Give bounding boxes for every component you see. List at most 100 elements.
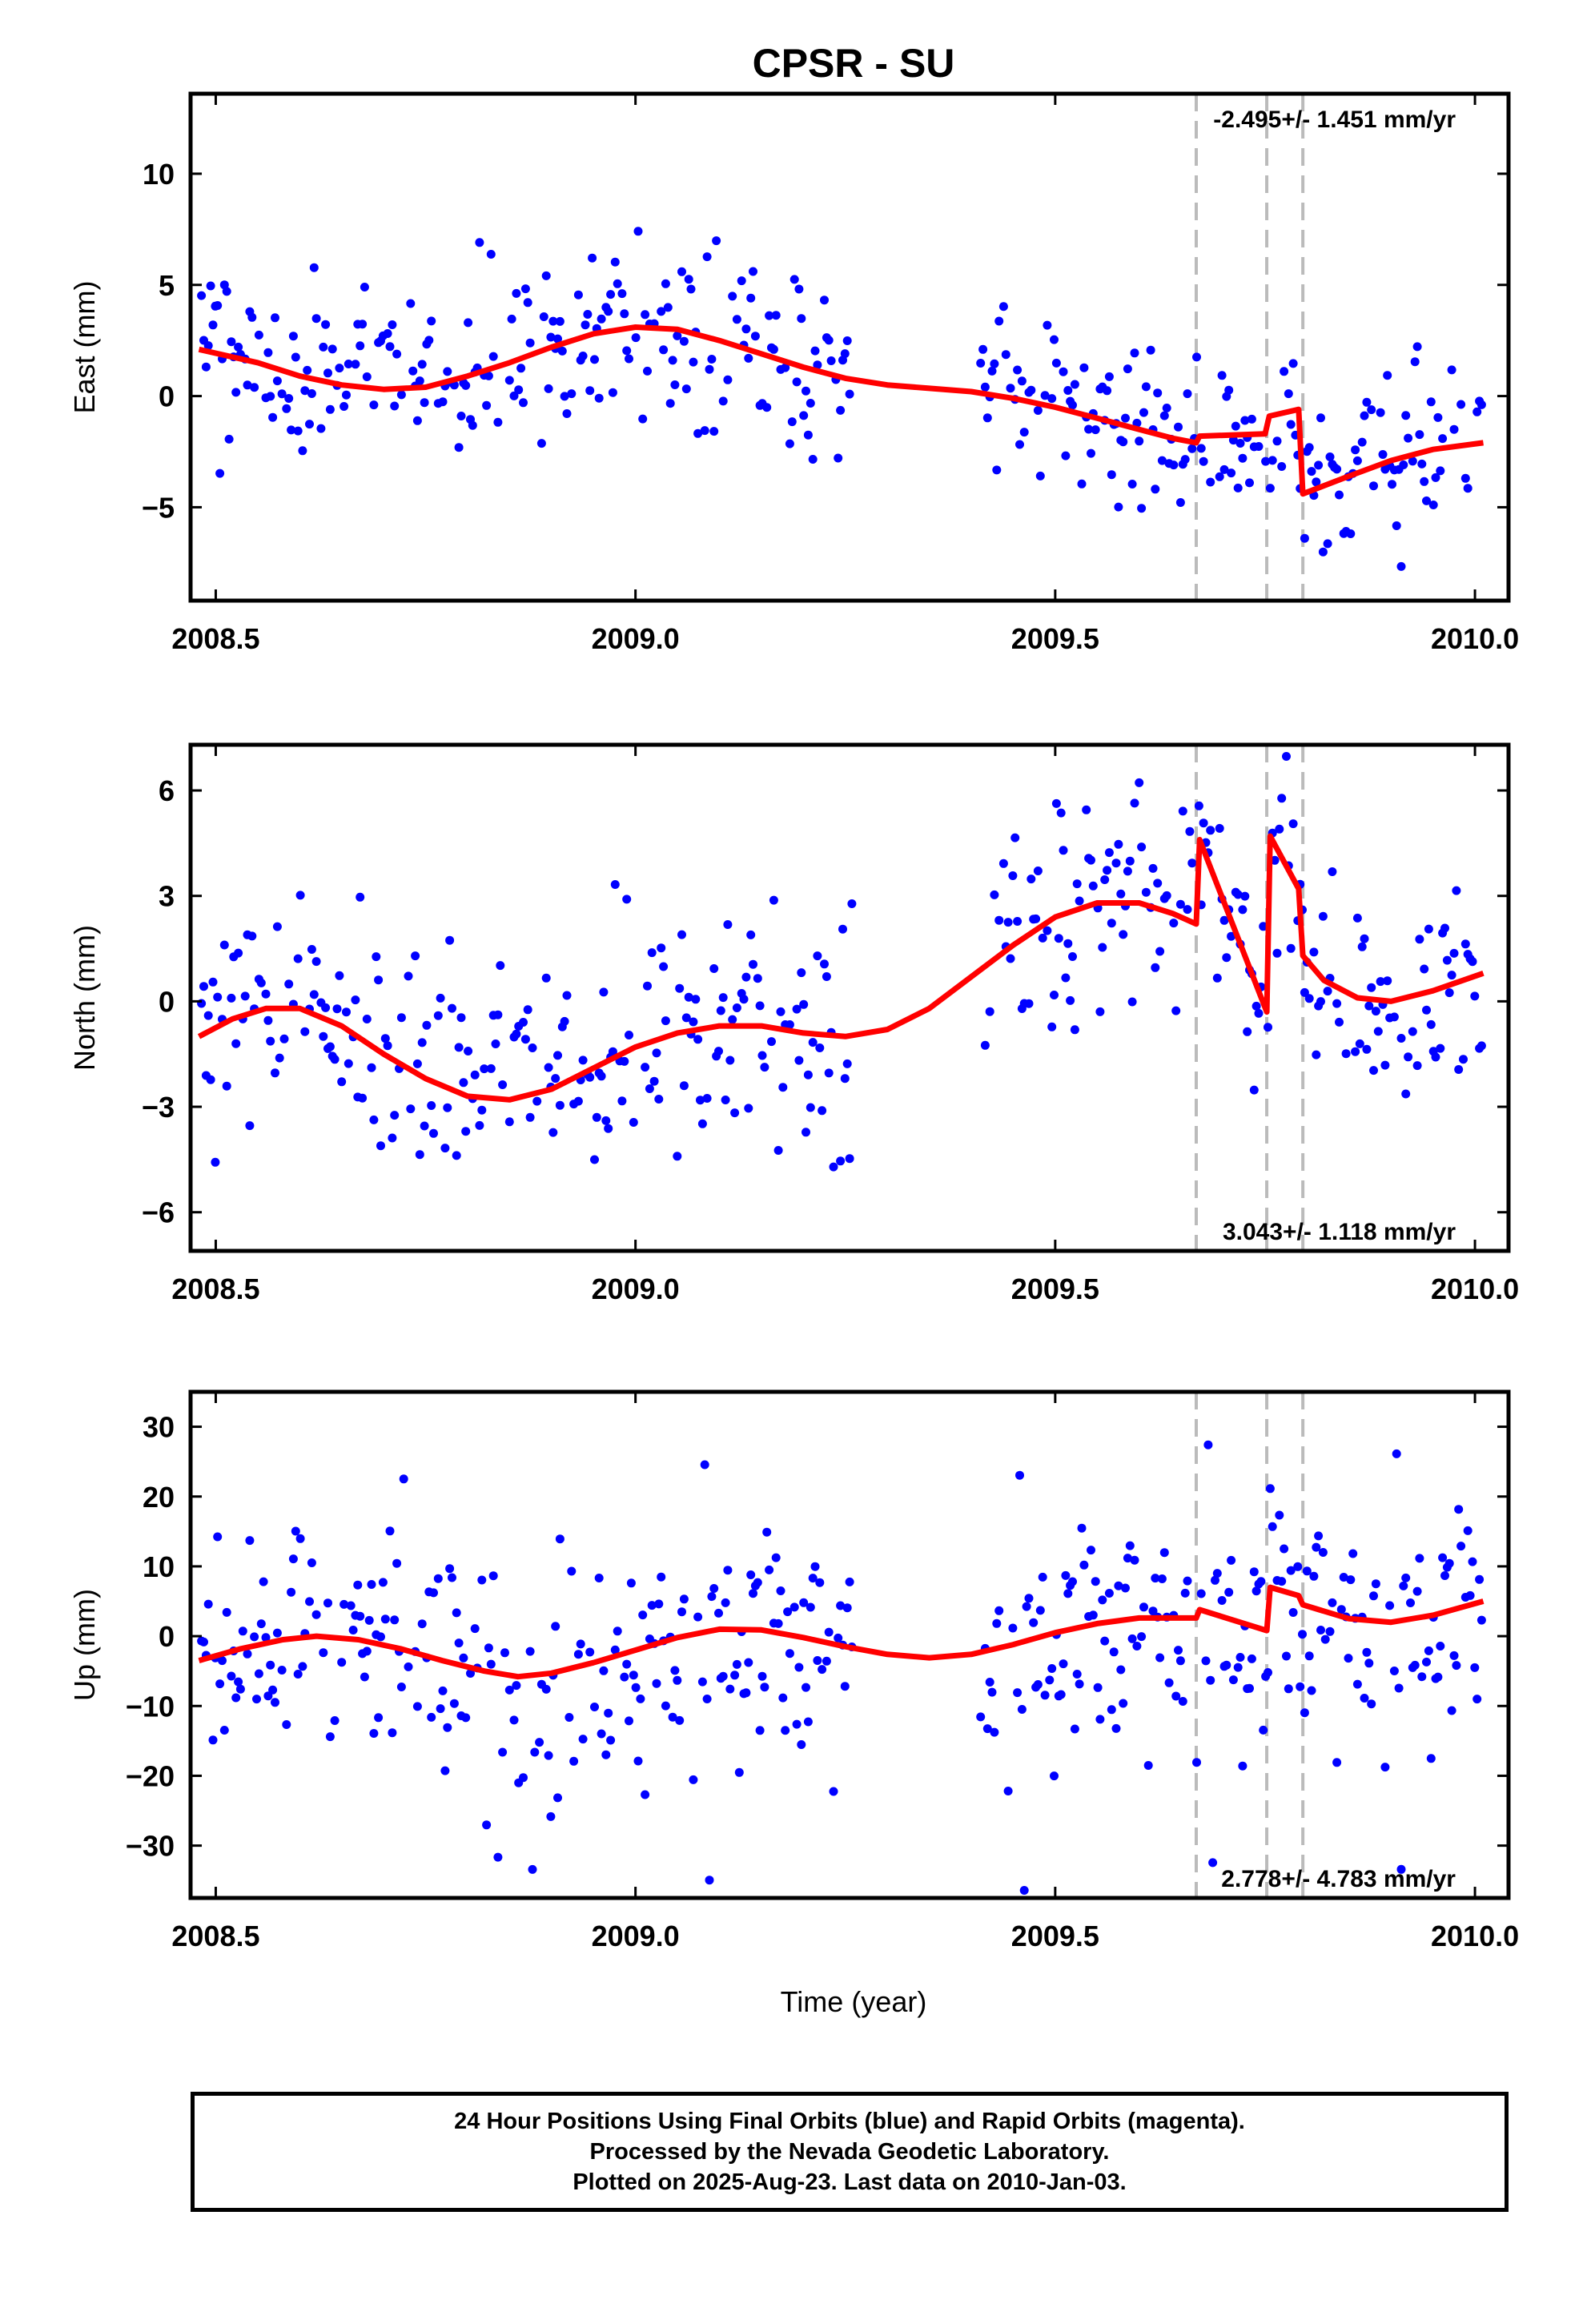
- data-point: [787, 417, 797, 427]
- data-point: [448, 1573, 456, 1582]
- data-point: [1243, 1027, 1252, 1036]
- data-point: [845, 389, 854, 399]
- data-point: [520, 284, 530, 294]
- data-point: [1392, 521, 1401, 530]
- data-point: [608, 1047, 617, 1056]
- data-point: [496, 961, 505, 971]
- data-point: [1309, 947, 1319, 957]
- data-point: [546, 332, 556, 342]
- data-point: [659, 962, 669, 971]
- data-point: [427, 316, 436, 326]
- data-point: [1063, 386, 1073, 395]
- data-point: [1288, 819, 1298, 829]
- data-point: [1153, 879, 1163, 888]
- data-point: [657, 1572, 666, 1582]
- data-point: [1022, 1602, 1031, 1611]
- data-point: [712, 236, 721, 246]
- data-point: [298, 446, 307, 456]
- data-point: [1417, 1672, 1427, 1682]
- data-point: [500, 1648, 509, 1658]
- data-point: [311, 957, 321, 967]
- data-point: [652, 1679, 661, 1688]
- x-tick-label: 2008.5: [171, 622, 259, 655]
- data-point: [1068, 952, 1077, 961]
- data-point: [530, 1747, 540, 1757]
- data-point: [567, 389, 577, 399]
- data-point: [1135, 436, 1144, 446]
- data-point: [544, 384, 553, 393]
- data-point: [1119, 437, 1128, 447]
- data-point: [224, 434, 234, 444]
- data-point: [388, 1728, 397, 1738]
- data-point: [1215, 472, 1224, 481]
- data-point: [339, 402, 349, 411]
- data-point: [1328, 867, 1337, 876]
- data-point: [1043, 926, 1052, 935]
- data-point: [356, 1611, 365, 1621]
- data-point: [1008, 871, 1018, 880]
- data-point: [305, 420, 314, 429]
- data-point: [693, 1035, 703, 1044]
- data-point: [1362, 1647, 1372, 1657]
- data-point: [1180, 1588, 1190, 1598]
- data-point: [820, 296, 829, 305]
- data-point: [1240, 416, 1250, 425]
- data-point: [1201, 1656, 1211, 1666]
- x-tick-label: 2009.0: [592, 1273, 680, 1305]
- data-point: [374, 1713, 384, 1723]
- data-point: [1332, 464, 1342, 474]
- data-point: [1231, 421, 1240, 431]
- data-point: [512, 288, 521, 298]
- data-point: [728, 292, 737, 301]
- data-point: [548, 316, 558, 326]
- y-tick-label: 10: [143, 158, 175, 191]
- data-point: [994, 1606, 1004, 1615]
- data-point: [1280, 1544, 1289, 1554]
- data-point: [211, 1157, 220, 1167]
- data-point: [808, 1574, 818, 1583]
- data-point: [367, 1063, 376, 1072]
- data-point: [477, 1575, 487, 1585]
- data-point: [307, 945, 316, 954]
- data-point: [1121, 1583, 1130, 1593]
- data-point: [792, 1719, 802, 1729]
- data-point: [235, 1684, 245, 1694]
- data-point: [404, 971, 413, 981]
- data-point: [608, 388, 617, 397]
- data-point: [673, 331, 682, 340]
- data-point: [1286, 943, 1296, 953]
- data-point: [679, 1081, 689, 1091]
- data-point: [482, 1820, 492, 1830]
- data-point: [254, 1669, 263, 1679]
- data-point: [288, 1554, 298, 1564]
- data-point: [789, 275, 799, 284]
- data-point: [1272, 436, 1282, 446]
- data-point: [1051, 358, 1061, 368]
- data-point: [1265, 1484, 1275, 1494]
- data-point: [342, 1007, 351, 1017]
- footer-line-1: 24 Hour Positions Using Final Orbits (bl…: [454, 2109, 1245, 2134]
- data-point: [610, 257, 620, 267]
- data-point: [1408, 456, 1417, 466]
- data-point: [390, 1615, 400, 1625]
- data-point: [466, 1669, 475, 1678]
- data-point: [1438, 434, 1448, 444]
- data-point: [250, 383, 259, 392]
- data-point: [578, 1055, 588, 1065]
- data-point: [1192, 352, 1201, 362]
- panel-frame: [188, 91, 1511, 603]
- data-point: [227, 993, 236, 1003]
- data-point: [659, 345, 669, 355]
- data-point: [1227, 468, 1236, 478]
- data-point: [493, 417, 503, 427]
- data-point: [661, 1701, 670, 1711]
- data-point: [749, 1589, 757, 1598]
- data-point: [1104, 1589, 1114, 1598]
- data-point: [482, 400, 492, 410]
- data-point: [620, 1056, 629, 1066]
- data-point: [760, 1063, 769, 1072]
- data-point: [583, 310, 593, 319]
- data-point: [227, 337, 236, 347]
- data-point: [847, 899, 857, 908]
- data-point: [553, 1051, 562, 1060]
